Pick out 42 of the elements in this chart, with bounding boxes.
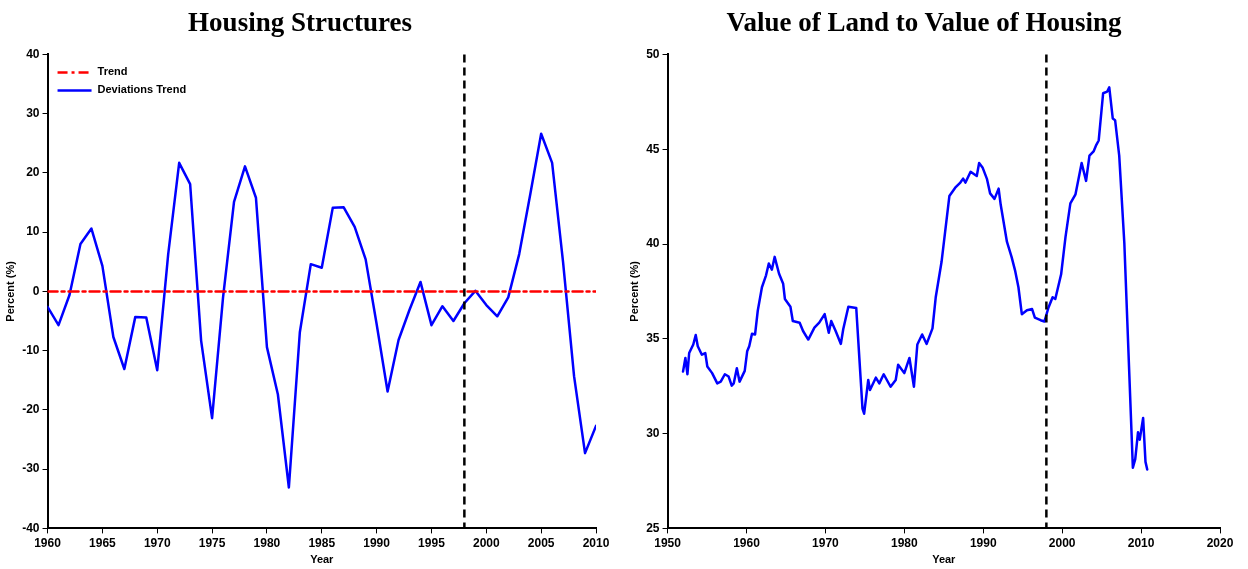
x-tick-label: 2005 xyxy=(527,535,555,550)
y-tick-label: 25 xyxy=(646,520,660,535)
y-tick-label: 45 xyxy=(646,141,660,156)
legend-label: Deviations Trend xyxy=(97,83,187,96)
y-tick-label: -10 xyxy=(22,342,40,357)
y-tick-label: 10 xyxy=(26,224,40,239)
x-axis-title: Year xyxy=(932,553,957,566)
x-tick-label: 1970 xyxy=(143,535,171,550)
chart-title: Value of Land to Value of Housing xyxy=(726,7,1123,38)
x-tick-label: 1980 xyxy=(890,535,918,550)
x-tick-label: 1965 xyxy=(89,535,117,550)
y-tick-label: 40 xyxy=(26,46,40,61)
x-tick-label: 1975 xyxy=(198,535,226,550)
y-tick-label: 40 xyxy=(646,236,660,251)
x-tick-label: 1950 xyxy=(654,535,682,550)
y-tick-label: 50 xyxy=(646,46,660,61)
y-axis-title: Percent (%) xyxy=(3,260,16,322)
y-tick-label: -30 xyxy=(22,461,40,476)
x-tick-label: 1990 xyxy=(363,535,391,550)
x-axis-title: Year xyxy=(310,553,335,566)
x-tick-label: 2020 xyxy=(1206,535,1234,550)
x-tick-label: 2000 xyxy=(1048,535,1076,550)
x-tick-label: 1970 xyxy=(812,535,840,550)
x-tick-label: 2000 xyxy=(472,535,500,550)
y-tick-label: 20 xyxy=(26,165,40,180)
x-tick-label: 1995 xyxy=(418,535,446,550)
x-tick-label: 2010 xyxy=(582,535,610,550)
y-tick-label: -40 xyxy=(22,520,40,535)
y-tick-label: 30 xyxy=(26,105,40,120)
y-tick-label: 35 xyxy=(646,331,660,346)
y-axis-title: Percent (%) xyxy=(627,260,640,322)
x-tick-label: 2010 xyxy=(1127,535,1155,550)
x-tick-label: 1985 xyxy=(308,535,336,550)
x-tick-label: 1960 xyxy=(34,535,62,550)
x-tick-label: 1980 xyxy=(253,535,281,550)
chart-title: Housing Structures xyxy=(188,7,412,38)
x-tick-label: 1960 xyxy=(733,535,761,550)
y-tick-label: 0 xyxy=(32,283,40,298)
legend-label: Trend xyxy=(97,65,128,78)
y-tick-label: 30 xyxy=(646,425,660,440)
y-tick-label: -20 xyxy=(22,402,40,417)
x-tick-label: 1990 xyxy=(969,535,997,550)
